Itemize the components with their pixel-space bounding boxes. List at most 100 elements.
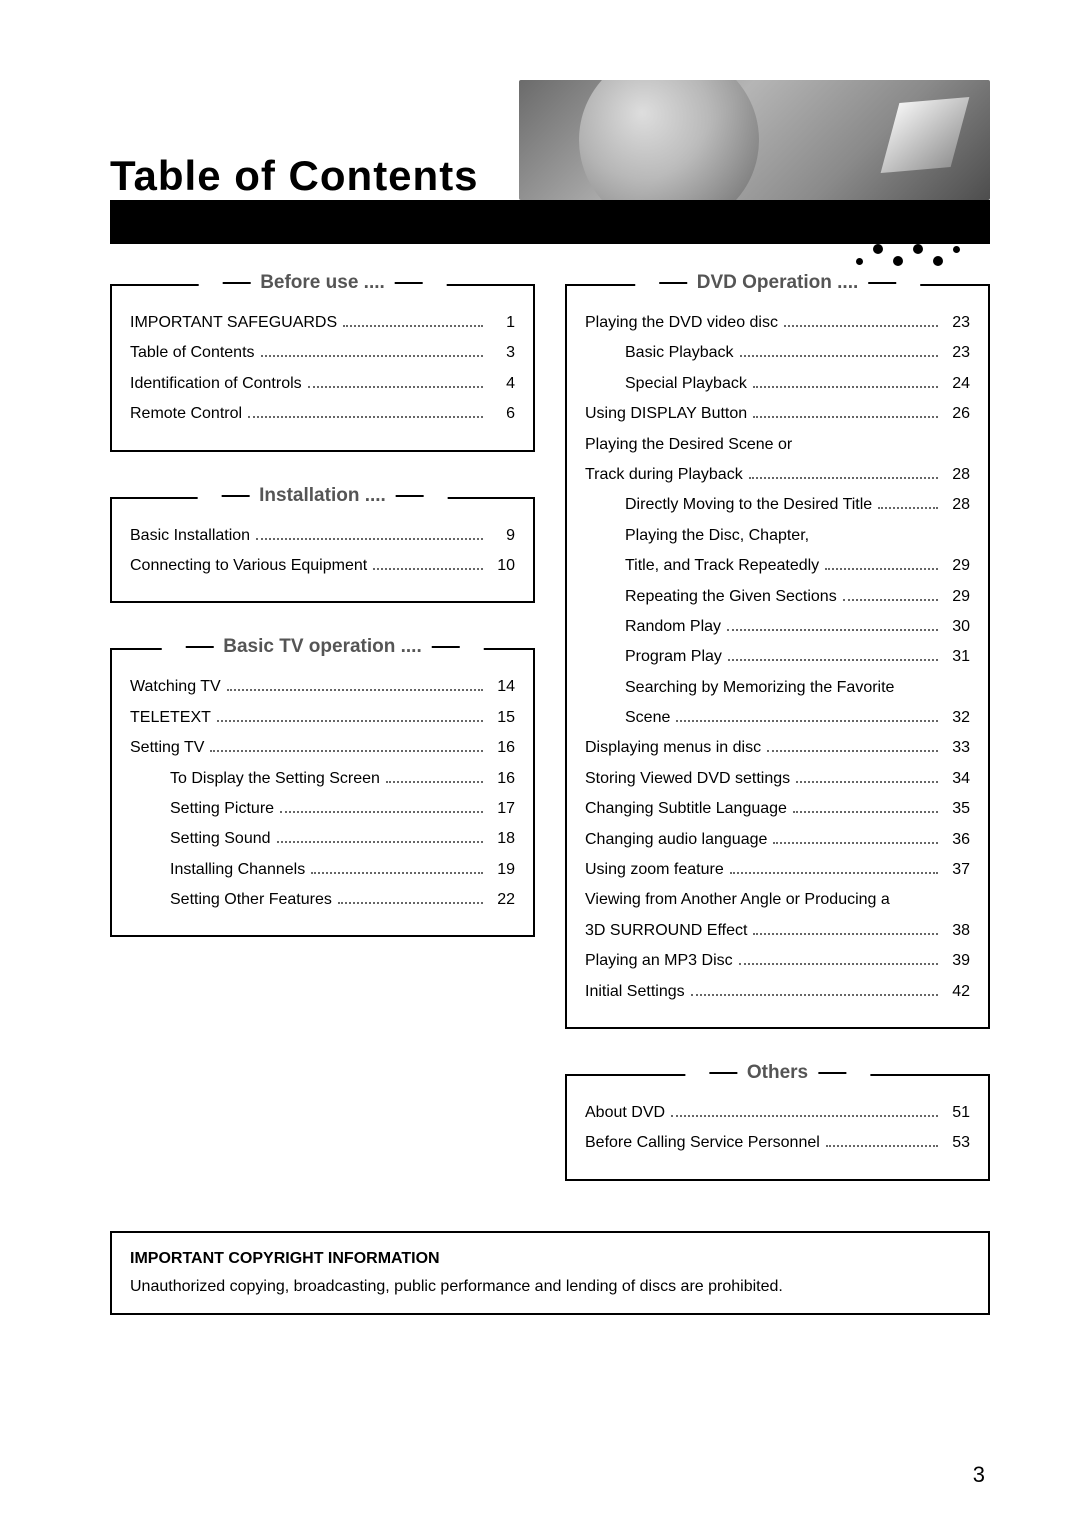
toc-line: Special Playback 24 xyxy=(585,369,970,399)
toc-body: About DVD51Before Calling Service Person… xyxy=(585,1098,970,1159)
toc-dots xyxy=(826,1145,938,1147)
toc-label: About DVD xyxy=(585,1098,665,1128)
toc-dots xyxy=(753,933,938,935)
toc-page: 36 xyxy=(944,825,970,855)
right-column: DVD Operation .... Playing the DVD video… xyxy=(565,284,990,1181)
toc-dots xyxy=(386,781,483,783)
toc-dots xyxy=(784,325,938,327)
toc-page: 3 xyxy=(489,338,515,368)
toc-page: 14 xyxy=(489,672,515,702)
toc-dots xyxy=(739,963,938,965)
toc-page: 38 xyxy=(944,916,970,946)
toc-page: 15 xyxy=(489,703,515,733)
toc-page: 34 xyxy=(944,764,970,794)
toc-line: Track during Playback28 xyxy=(585,460,970,490)
toc-dots xyxy=(728,659,938,661)
toc-page: 23 xyxy=(944,338,970,368)
toc-line: Initial Settings 42 xyxy=(585,977,970,1007)
toc-dots xyxy=(343,325,483,327)
toc-label: Playing an MP3 Disc xyxy=(585,946,733,976)
toc-label: Identification of Controls xyxy=(130,369,302,399)
copyright-box: IMPORTANT COPYRIGHT INFORMATION Unauthor… xyxy=(110,1231,990,1315)
toc-label: Special Playback xyxy=(625,369,747,399)
toc-dots xyxy=(217,720,483,722)
toc-label: Setting Picture xyxy=(170,794,274,824)
copyright-title: IMPORTANT COPYRIGHT INFORMATION xyxy=(130,1247,970,1271)
toc-label: Using DISPLAY Button xyxy=(585,399,747,429)
toc-label: Basic Installation xyxy=(130,521,250,551)
section-legend: Before use .... xyxy=(198,272,447,294)
toc-page: 17 xyxy=(489,794,515,824)
toc-dots xyxy=(311,872,483,874)
toc-label: Playing the Disc, Chapter, xyxy=(625,521,809,551)
section-legend: Installation .... xyxy=(197,485,448,507)
toc-line: Before Calling Service Personnel53 xyxy=(585,1128,970,1158)
page-number: 3 xyxy=(973,1462,985,1488)
toc-label: Repeating the Given Sections xyxy=(625,582,837,612)
title-row: Table of Contents xyxy=(110,80,990,200)
toc-label: Displaying menus in disc xyxy=(585,733,761,763)
toc-line: Table of Contents3 xyxy=(130,338,515,368)
toc-dots xyxy=(749,477,938,479)
toc-dots xyxy=(767,750,938,752)
toc-label: Program Play xyxy=(625,642,722,672)
left-column: Before use .... IMPORTANT SAFEGUARDS1Tab… xyxy=(110,284,535,1181)
toc-label: Title, and Track Repeatedly xyxy=(625,551,819,581)
toc-label: Playing the DVD video disc xyxy=(585,308,778,338)
toc-label: Searching by Memorizing the Favorite xyxy=(625,673,894,703)
toc-line: Basic Playback23 xyxy=(585,338,970,368)
toc-line: Identification of Controls 4 xyxy=(130,369,515,399)
toc-dots xyxy=(676,720,938,722)
toc-line: IMPORTANT SAFEGUARDS1 xyxy=(130,308,515,338)
toc-page: 42 xyxy=(944,977,970,1007)
toc-page: 29 xyxy=(944,551,970,581)
section-dvd-operation: DVD Operation .... Playing the DVD video… xyxy=(565,284,990,1029)
toc-page: 16 xyxy=(489,733,515,763)
toc-line: Setting Sound18 xyxy=(130,824,515,854)
toc-page: 28 xyxy=(944,460,970,490)
dots-decoration xyxy=(856,250,960,260)
toc-line: Storing Viewed DVD settings34 xyxy=(585,764,970,794)
toc-page: 29 xyxy=(944,582,970,612)
black-bar xyxy=(110,200,990,244)
toc-label: TELETEXT xyxy=(130,703,211,733)
toc-dots xyxy=(796,781,938,783)
toc-page: 24 xyxy=(944,369,970,399)
toc-page: 16 xyxy=(489,764,515,794)
toc-label: Random Play xyxy=(625,612,721,642)
toc-page: 4 xyxy=(489,369,515,399)
toc-dots xyxy=(373,568,483,570)
toc-label: 3D SURROUND Effect xyxy=(585,916,747,946)
section-installation: Installation .... Basic Installation9Con… xyxy=(110,497,535,604)
toc-line: Searching by Memorizing the Favorite xyxy=(585,673,970,703)
toc-label: Initial Settings xyxy=(585,977,685,1007)
toc-line: Scene32 xyxy=(585,703,970,733)
toc-label: To Display the Setting Screen xyxy=(170,764,380,794)
toc-page: 28 xyxy=(944,490,970,520)
toc-label: Using zoom feature xyxy=(585,855,724,885)
toc-label: Setting TV xyxy=(130,733,204,763)
toc-dots xyxy=(248,416,483,418)
toc-line: Remote Control6 xyxy=(130,399,515,429)
toc-label: Viewing from Another Angle or Producing … xyxy=(585,885,890,915)
toc-dots xyxy=(256,538,483,540)
toc-dots xyxy=(227,689,483,691)
toc-line: Title, and Track Repeatedly 29 xyxy=(585,551,970,581)
toc-label: Changing audio language xyxy=(585,825,767,855)
copyright-body: Unauthorized copying, broadcasting, publ… xyxy=(130,1275,970,1299)
toc-page: 19 xyxy=(489,855,515,885)
toc-line: Playing the Disc, Chapter, xyxy=(585,521,970,551)
toc-label: Installing Channels xyxy=(170,855,305,885)
toc-page: 10 xyxy=(489,551,515,581)
toc-dots xyxy=(753,416,938,418)
toc-line: Using DISPLAY Button 26 xyxy=(585,399,970,429)
toc-dots xyxy=(280,811,483,813)
toc-page: 26 xyxy=(944,399,970,429)
toc-line: Playing the DVD video disc23 xyxy=(585,308,970,338)
columns: Before use .... IMPORTANT SAFEGUARDS1Tab… xyxy=(110,284,990,1181)
toc-line: Repeating the Given Sections 29 xyxy=(585,582,970,612)
toc-label: Playing the Desired Scene or xyxy=(585,430,792,460)
toc-label: Before Calling Service Personnel xyxy=(585,1128,820,1158)
toc-line: Playing the Desired Scene or xyxy=(585,430,970,460)
toc-page: 35 xyxy=(944,794,970,824)
